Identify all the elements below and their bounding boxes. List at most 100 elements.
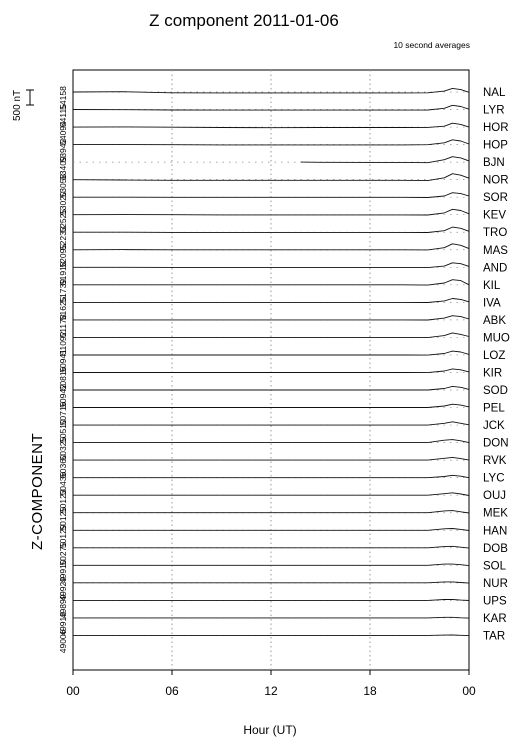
station-label: MUO [483, 332, 510, 344]
baseline-value: 51092 [58, 331, 68, 355]
station-label: OUJ [483, 490, 506, 502]
station-trace [72, 173, 470, 182]
station-trace [300, 156, 470, 164]
baseline-value: 50325 [58, 437, 68, 461]
station-trace [72, 243, 470, 251]
x-axis-ticks: 00 06 12 18 00 [66, 670, 476, 698]
baseline-value: 54094 [58, 121, 68, 145]
station-trace [73, 279, 470, 286]
station-trace [73, 385, 470, 391]
station-trace [73, 403, 470, 408]
x-tick-label: 12 [264, 684, 278, 698]
station-label: HOR [483, 122, 509, 134]
station-trace [73, 474, 470, 479]
baseline-value: 52525 [58, 209, 68, 233]
station-label: SOL [483, 560, 507, 572]
baseline-value: 50123 [58, 489, 68, 513]
station-label: RVK [483, 455, 507, 467]
station-label: KIR [483, 367, 502, 379]
baseline-value: 49910 [58, 559, 68, 583]
station-trace [73, 262, 470, 269]
station-trace [73, 634, 470, 637]
station-trace [73, 492, 470, 496]
baseline-value: 52095 [58, 244, 68, 268]
station-label: SOR [483, 192, 508, 204]
chart-subtitle: 10 second averages [393, 40, 470, 50]
station-trace [72, 208, 470, 216]
station-trace [72, 104, 470, 111]
station-label: MAS [483, 245, 508, 257]
station-trace [73, 528, 470, 531]
station-label: SOD [483, 385, 508, 397]
baseline-value: 54115 [58, 104, 68, 127]
station-label: TAR [483, 630, 505, 642]
station-label: DON [483, 438, 509, 450]
station-label: JCK [483, 420, 505, 432]
x-axis-label: Hour (UT) [243, 723, 296, 737]
station-label: AND [483, 262, 507, 274]
baseline-value: 54158 [58, 86, 68, 110]
station-label: MEK [483, 508, 508, 520]
station-label: BJN [483, 157, 505, 169]
station-trace [73, 332, 470, 339]
x-tick-label: 06 [165, 684, 179, 698]
station-label: HOP [483, 140, 508, 152]
station-trace [72, 87, 470, 94]
station-label: NOR [483, 175, 509, 187]
scale-bar: 500 nT [12, 89, 34, 121]
baseline-value: 50125 [58, 507, 68, 531]
station-label: UPS [483, 595, 507, 607]
station-label: KIL [483, 280, 501, 292]
station-label: TRO [483, 227, 507, 239]
baseline-value: 51178 [58, 314, 68, 337]
baseline-value: 51625 [58, 296, 68, 320]
station-traces [72, 87, 470, 637]
station-trace [73, 563, 470, 567]
station-label: LYC [483, 473, 505, 485]
baseline-value: 50436 [58, 472, 68, 496]
station-label: LOZ [483, 350, 505, 362]
station-label: HAN [483, 525, 507, 537]
station-trace [73, 421, 470, 426]
baseline-value: 53058 [58, 174, 68, 198]
vertical-gridlines [171, 70, 371, 670]
baseline-value: 50129 [58, 524, 68, 548]
station-label: LYR [483, 105, 505, 117]
baseline-value: 50816 [58, 366, 68, 390]
station-label: DOB [483, 543, 508, 555]
baseline-value: 49918 [58, 612, 68, 636]
station-trace [73, 350, 470, 356]
station-trace [73, 368, 470, 374]
scale-bar-label: 500 nT [12, 90, 23, 121]
chart-title: Z component 2011-01-06 [149, 11, 339, 30]
baseline-value: 53020 [58, 191, 68, 215]
station-label: KAR [483, 613, 507, 625]
x-tick-label: 00 [66, 684, 80, 698]
station-trace [73, 298, 470, 303]
baseline-value: 51739 [58, 279, 68, 303]
baseline-value: 51918 [58, 261, 68, 285]
baseline-value: 53409 [58, 156, 68, 180]
station-label: KEV [483, 210, 506, 222]
baseline-values: 5415854115540945394253409530585302052525… [58, 86, 68, 653]
station-trace [73, 456, 470, 461]
station-label: ABK [483, 315, 506, 327]
station-trace [73, 192, 470, 198]
station-trace [73, 510, 470, 514]
baseline-value: 52233 [58, 226, 68, 250]
station-labels: NAL LYR HOR HOP BJN NOR SOR KEV TRO MAS AND KIL IVA A… [483, 87, 510, 642]
station-trace [73, 599, 470, 601]
station-label: NUR [483, 578, 508, 590]
baseline-value: 50510 [58, 419, 68, 443]
baseline-value: 50275 [58, 542, 68, 566]
station-label: IVA [483, 297, 501, 309]
station-trace [73, 545, 470, 549]
baseline-value: 49899 [58, 594, 68, 618]
y-axis-label: Z-COMPONENT [29, 433, 46, 550]
station-label: PEL [483, 403, 505, 415]
baseline-value: 50941 [58, 349, 68, 373]
station-trace [73, 616, 470, 619]
baseline-value: 49006 [58, 629, 68, 653]
station-trace [73, 581, 470, 584]
